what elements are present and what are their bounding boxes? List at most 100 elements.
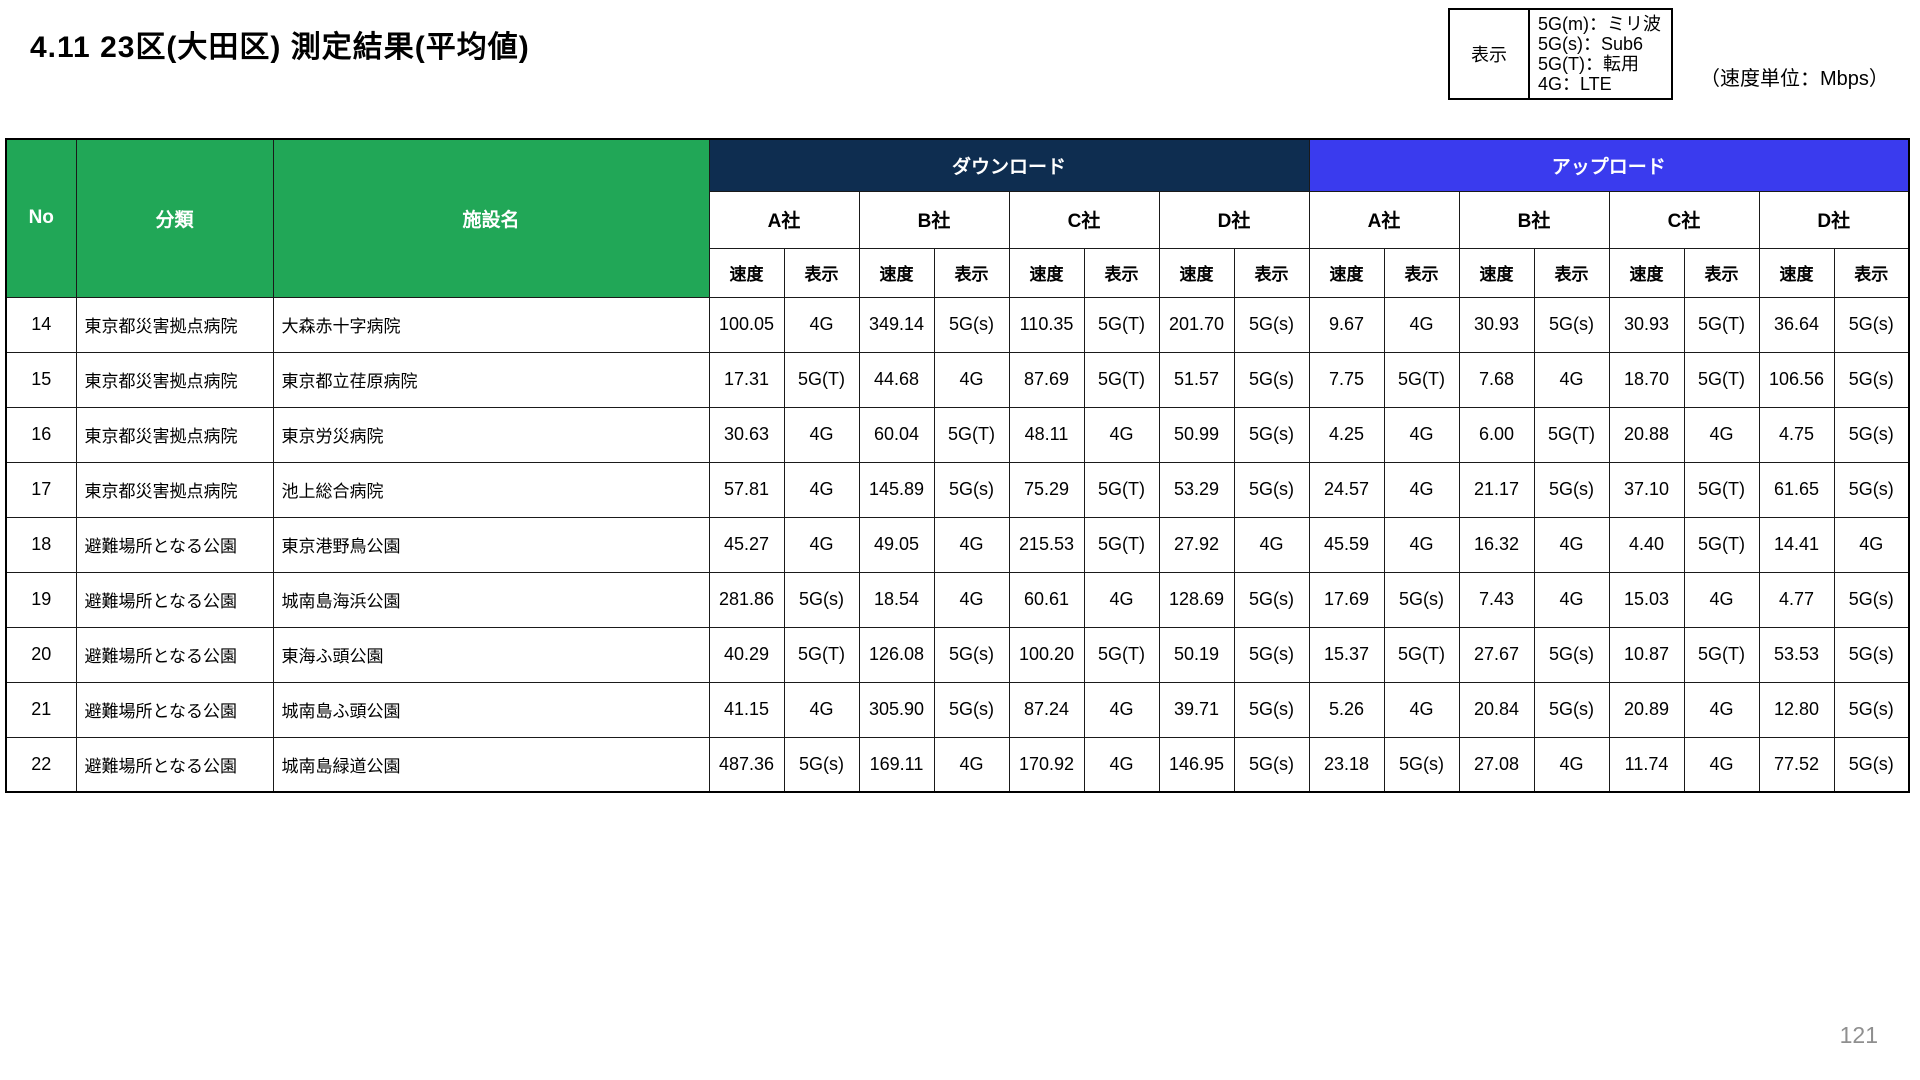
cell-speed: 49.05 bbox=[858, 516, 935, 573]
cell-display: 4G bbox=[933, 736, 1010, 793]
cell-speed: 10.87 bbox=[1608, 626, 1685, 683]
cell-speed: 39.71 bbox=[1158, 681, 1235, 738]
cell-speed: 75.29 bbox=[1008, 461, 1085, 518]
cell-category: 東京都災害拠点病院 bbox=[75, 461, 274, 518]
cell-display: 5G(T) bbox=[1083, 296, 1160, 353]
legend-line: 5G(m)：ミリ波 bbox=[1538, 14, 1661, 34]
cell-display: 5G(s) bbox=[1233, 351, 1310, 408]
cell-display: 4G bbox=[1533, 736, 1610, 793]
cell-speed: 27.08 bbox=[1458, 736, 1535, 793]
header-display: 表示 bbox=[1533, 247, 1610, 298]
header-category: 分類 bbox=[75, 138, 274, 298]
cell-display: 5G(s) bbox=[1833, 626, 1910, 683]
cell-display: 5G(T) bbox=[933, 406, 1010, 463]
cell-speed: 21.17 bbox=[1458, 461, 1535, 518]
header-upload-band: アップロード bbox=[1308, 138, 1910, 192]
cell-display: 4G bbox=[933, 351, 1010, 408]
cell-display: 5G(s) bbox=[1233, 461, 1310, 518]
table-row: 22 避難場所となる公園 城南島緑道公園 487.36 5G(s) 169.11 4G 170… bbox=[5, 736, 1910, 793]
cell-speed: 215.53 bbox=[1008, 516, 1085, 573]
page-title: 4.11 23区(大田区) 測定結果(平均値) bbox=[30, 31, 530, 64]
cell-display: 4G bbox=[783, 296, 860, 353]
header-speed: 速度 bbox=[1308, 247, 1385, 298]
header-speed: 速度 bbox=[1008, 247, 1085, 298]
cell-speed: 110.35 bbox=[1008, 296, 1085, 353]
cell-display: 5G(s) bbox=[1233, 626, 1310, 683]
header-speed: 速度 bbox=[1608, 247, 1685, 298]
cell-display: 4G bbox=[1383, 681, 1460, 738]
cell-display: 4G bbox=[1383, 406, 1460, 463]
cell-speed: 169.11 bbox=[858, 736, 935, 793]
header-carrier-dl-c: C社 bbox=[1008, 190, 1160, 249]
cell-speed: 4.75 bbox=[1758, 406, 1835, 463]
legend-line: 5G(s)：Sub6 bbox=[1538, 34, 1644, 54]
page-number: 121 bbox=[1839, 1022, 1878, 1048]
cell-speed: 20.84 bbox=[1458, 681, 1535, 738]
cell-speed: 60.61 bbox=[1008, 571, 1085, 628]
header-display: 表示 bbox=[933, 247, 1010, 298]
cell-display: 5G(s) bbox=[1533, 681, 1610, 738]
cell-speed: 7.75 bbox=[1308, 351, 1385, 408]
cell-display: 4G bbox=[1083, 736, 1160, 793]
cell-speed: 30.63 bbox=[708, 406, 785, 463]
cell-display: 4G bbox=[1833, 516, 1910, 573]
cell-speed: 7.68 bbox=[1458, 351, 1535, 408]
cell-no: 19 bbox=[5, 571, 77, 628]
table-row: 17 東京都災害拠点病院 池上総合病院 57.81 4G 145.89 5G(s) 75.29… bbox=[5, 461, 1910, 518]
cell-speed: 6.00 bbox=[1458, 406, 1535, 463]
cell-display: 5G(T) bbox=[1533, 406, 1610, 463]
cell-speed: 50.99 bbox=[1158, 406, 1235, 463]
cell-display: 5G(s) bbox=[1833, 461, 1910, 518]
header-display: 表示 bbox=[783, 247, 860, 298]
cell-speed: 349.14 bbox=[858, 296, 935, 353]
table-row: 21 避難場所となる公園 城南島ふ頭公園 41.15 4G 305.90 5G(s) 87.2… bbox=[5, 681, 1910, 738]
cell-speed: 17.69 bbox=[1308, 571, 1385, 628]
cell-category: 避難場所となる公園 bbox=[75, 626, 274, 683]
cell-speed: 4.77 bbox=[1758, 571, 1835, 628]
cell-speed: 61.65 bbox=[1758, 461, 1835, 518]
cell-speed: 53.29 bbox=[1158, 461, 1235, 518]
sub-header-row: 速度 表示 速度 表示 速度 表示 速度 表示 速度 表示 速度 表示 速度 表示 速度 表示 bbox=[6, 247, 1910, 298]
cell-display: 5G(s) bbox=[933, 296, 1010, 353]
cell-speed: 16.32 bbox=[1458, 516, 1535, 573]
cell-speed: 146.95 bbox=[1158, 736, 1235, 793]
cell-display: 5G(s) bbox=[783, 736, 860, 793]
cell-no: 17 bbox=[5, 461, 77, 518]
cell-speed: 100.05 bbox=[708, 296, 785, 353]
cell-speed: 30.93 bbox=[1458, 296, 1535, 353]
cell-speed: 50.19 bbox=[1158, 626, 1235, 683]
cell-display: 5G(T) bbox=[1683, 626, 1760, 683]
header-speed: 速度 bbox=[1458, 247, 1535, 298]
cell-display: 5G(s) bbox=[1533, 296, 1610, 353]
cell-speed: 30.93 bbox=[1608, 296, 1685, 353]
table-row: 16 東京都災害拠点病院 東京労災病院 30.63 4G 60.04 5G(T) 48.11 4… bbox=[5, 406, 1910, 463]
cell-display: 5G(T) bbox=[1683, 516, 1760, 573]
cell-speed: 15.03 bbox=[1608, 571, 1685, 628]
cell-display: 4G bbox=[933, 516, 1010, 573]
cell-speed: 18.70 bbox=[1608, 351, 1685, 408]
cell-speed: 9.67 bbox=[1308, 296, 1385, 353]
cell-display: 5G(s) bbox=[783, 571, 860, 628]
cell-display: 5G(T) bbox=[1683, 461, 1760, 518]
cell-display: 5G(s) bbox=[1833, 351, 1910, 408]
header-download-band: ダウンロード bbox=[708, 138, 1310, 192]
cell-speed: 27.92 bbox=[1158, 516, 1235, 573]
cell-display: 4G bbox=[1083, 406, 1160, 463]
header-speed: 速度 bbox=[1158, 247, 1235, 298]
cell-display: 4G bbox=[1533, 571, 1610, 628]
cell-display: 5G(s) bbox=[1833, 681, 1910, 738]
cell-display: 5G(T) bbox=[1083, 626, 1160, 683]
cell-speed: 17.31 bbox=[708, 351, 785, 408]
cell-display: 5G(s) bbox=[933, 461, 1010, 518]
cell-speed: 40.29 bbox=[708, 626, 785, 683]
cell-speed: 128.69 bbox=[1158, 571, 1235, 628]
table-row: 14 東京都災害拠点病院 大森赤十字病院 100.05 4G 349.14 5G(s) 110… bbox=[5, 296, 1910, 353]
cell-speed: 36.64 bbox=[1758, 296, 1835, 353]
cell-category: 東京都災害拠点病院 bbox=[75, 296, 274, 353]
header-display: 表示 bbox=[1233, 247, 1310, 298]
cell-facility: 東京労災病院 bbox=[272, 406, 710, 463]
cell-display: 4G bbox=[1683, 736, 1760, 793]
cell-speed: 44.68 bbox=[858, 351, 935, 408]
header-display: 表示 bbox=[1683, 247, 1760, 298]
cell-display: 4G bbox=[1683, 571, 1760, 628]
